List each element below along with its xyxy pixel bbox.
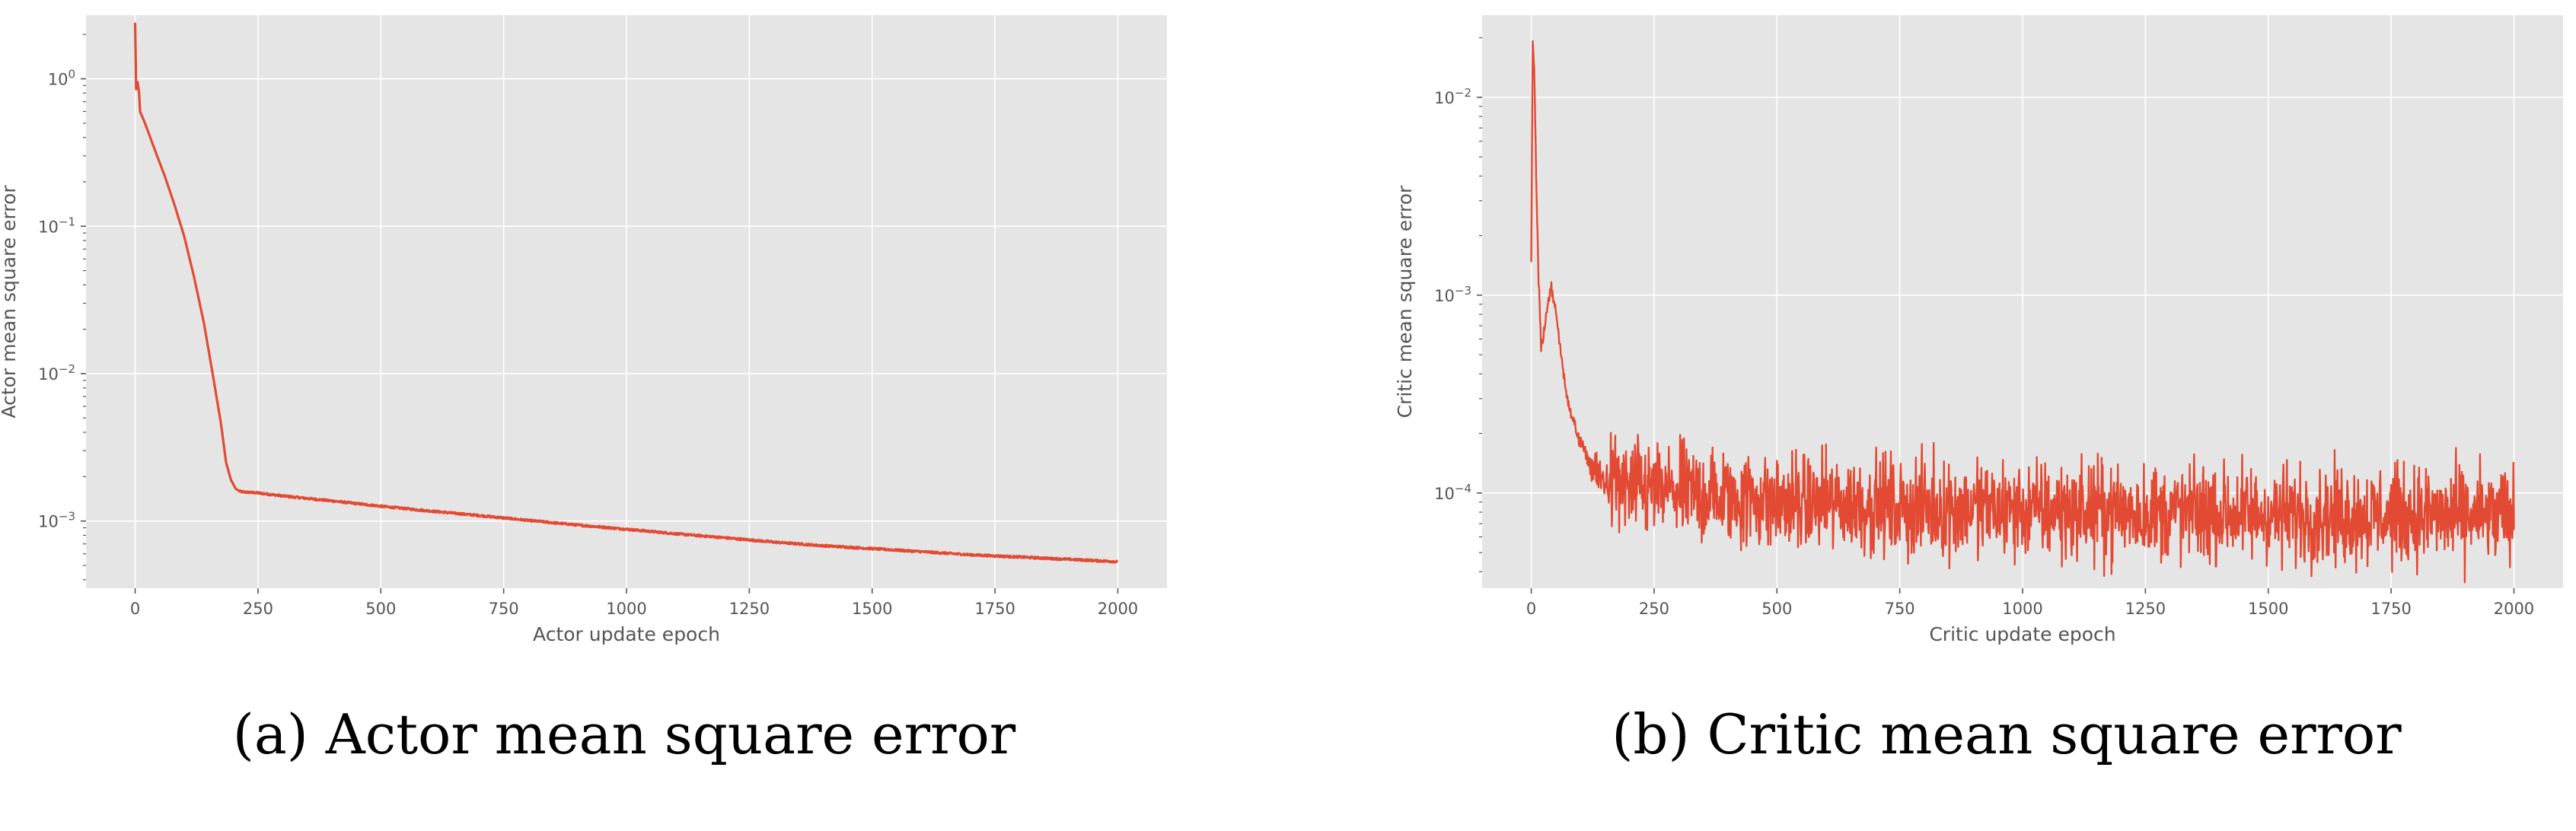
y-tick-label: 100 bbox=[48, 68, 75, 89]
x-tick-label: 0 bbox=[130, 600, 140, 618]
y-tick-label: 10−3 bbox=[38, 510, 75, 531]
x-tick-label: 750 bbox=[489, 600, 519, 618]
x-tick-label: 1000 bbox=[606, 600, 646, 618]
x-tick-label: 1250 bbox=[2125, 600, 2166, 618]
y-axis-label: Critic mean square error bbox=[1394, 185, 1416, 418]
x-tick-label: 1500 bbox=[852, 600, 892, 618]
mse-series-line bbox=[133, 22, 1119, 564]
x-tick-label: 1750 bbox=[974, 600, 1015, 618]
x-tick-label: 250 bbox=[1639, 600, 1669, 618]
y-axis-label: Actor mean square error bbox=[0, 185, 20, 419]
mse-series-line bbox=[1530, 40, 2515, 584]
y-tick-label: 10−3 bbox=[1434, 284, 1471, 305]
y-tick-label: 10−1 bbox=[38, 215, 75, 236]
x-axis-label: Critic update epoch bbox=[1929, 623, 2115, 645]
x-tick-label: 1000 bbox=[2002, 600, 2042, 618]
actor-caption: (a) Actor mean square error bbox=[233, 702, 1016, 766]
y-tick-label: 10−2 bbox=[38, 362, 75, 384]
actor-mse-chart: 0 250 500 750 1000 1250 1500 1750 2000 100 10−1 10−… bbox=[0, 15, 1167, 645]
x-tick-label: 1500 bbox=[2248, 600, 2288, 618]
x-tick-label: 750 bbox=[1885, 600, 1915, 618]
critic-mse-chart: 0 250 500 750 1000 1250 1500 1750 2000 10−2 10−3 10… bbox=[1394, 15, 2563, 645]
minor-y-ticks bbox=[83, 33, 86, 581]
x-tick-label: 2000 bbox=[2494, 600, 2534, 618]
x-tick-label: 0 bbox=[1526, 600, 1536, 618]
y-tick-label: 10−4 bbox=[1434, 482, 1471, 503]
x-tick-label: 1250 bbox=[729, 600, 770, 618]
x-tick-label: 500 bbox=[1761, 600, 1792, 618]
x-tick-label: 1750 bbox=[2370, 600, 2411, 618]
critic-caption: (b) Critic mean square error bbox=[1612, 702, 2402, 766]
x-axis-label: Actor update epoch bbox=[533, 623, 720, 645]
y-tick-label: 10−2 bbox=[1434, 86, 1471, 107]
minor-y-ticks bbox=[1479, 37, 1482, 572]
x-tick-label: 2000 bbox=[1098, 600, 1138, 618]
x-tick-label: 500 bbox=[365, 600, 396, 618]
x-tick-label: 250 bbox=[243, 600, 273, 618]
